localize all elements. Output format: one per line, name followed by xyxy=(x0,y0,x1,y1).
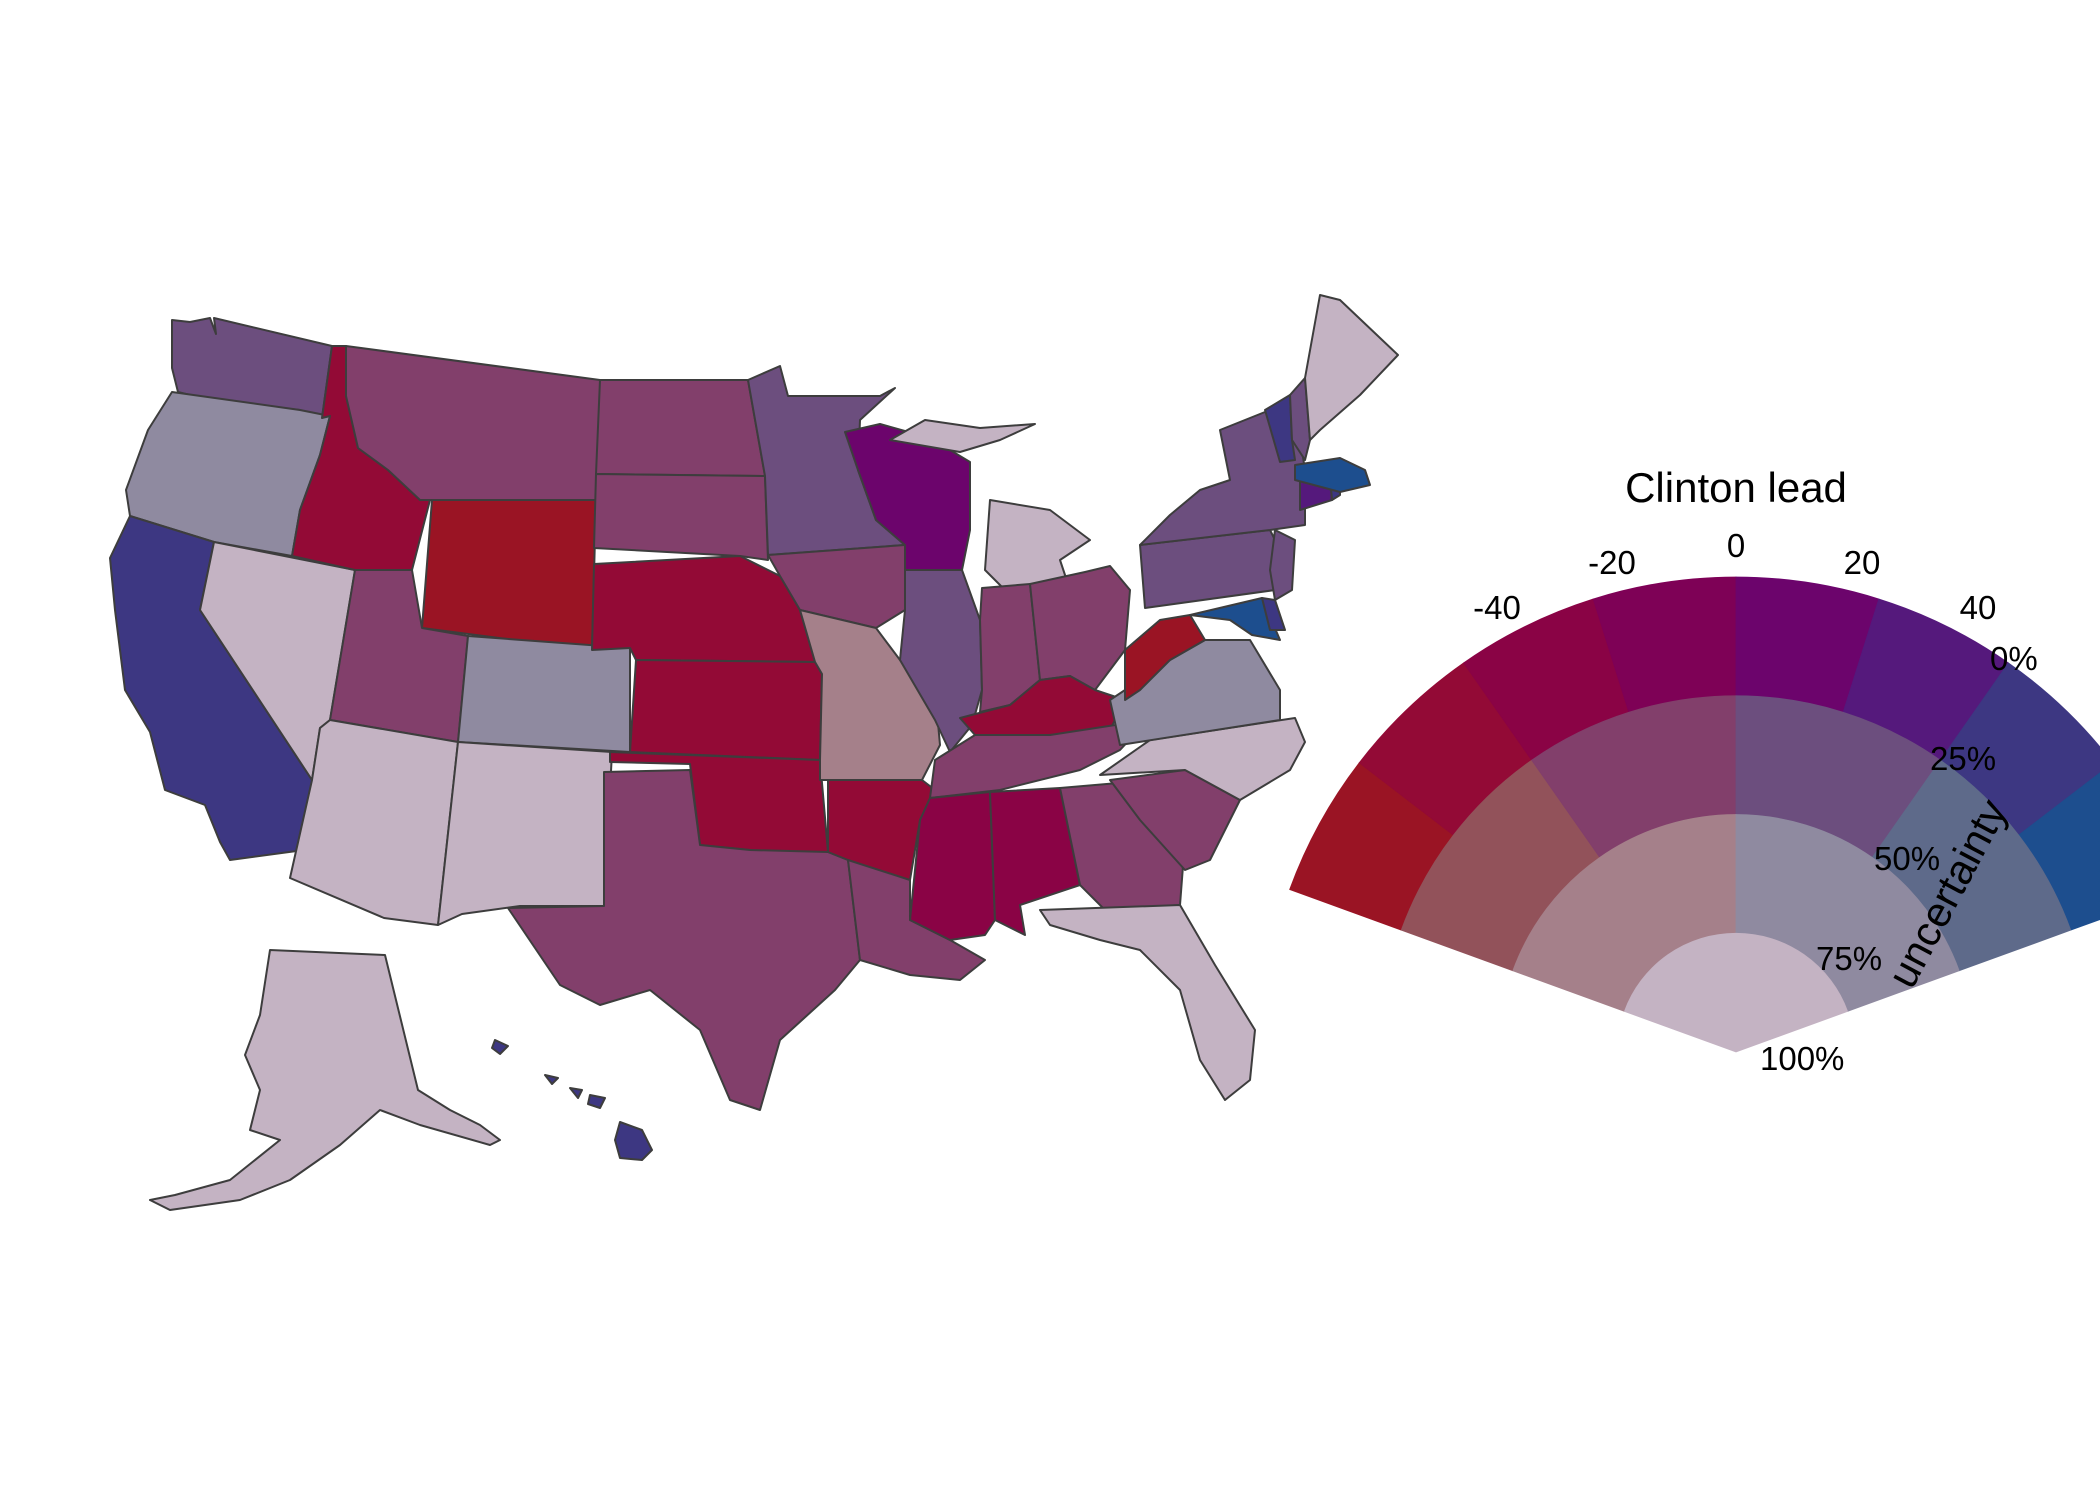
legend-cells xyxy=(1289,576,2100,1053)
state-nd xyxy=(595,379,766,477)
state-la xyxy=(847,859,986,981)
state-nj xyxy=(1269,529,1296,601)
uncertainty-tick-label: 100% xyxy=(1760,1040,1844,1077)
state-mi xyxy=(889,419,1091,596)
uncertainty-tick-label: 25% xyxy=(1930,740,1996,777)
lead-tick-label: 0 xyxy=(1727,527,1745,564)
state-wy xyxy=(421,499,597,651)
state-co xyxy=(457,635,631,753)
state-oh xyxy=(1029,565,1131,691)
uncertainty-tick-label: 75% xyxy=(1816,940,1882,977)
lead-tick-label: 40 xyxy=(1960,589,1997,626)
state-ms xyxy=(909,791,996,941)
lead-tick-label: -40 xyxy=(1473,589,1521,626)
state-fl xyxy=(1039,904,1256,1101)
state-wv xyxy=(1124,614,1206,701)
state-nh xyxy=(1289,377,1311,461)
state-tx xyxy=(507,769,861,1111)
uncertainty-tick-label: 50% xyxy=(1874,840,1940,877)
lead-tick-label: 20 xyxy=(1844,544,1881,581)
legend-title: Clinton lead xyxy=(1625,464,1847,511)
lead-tick-label: -20 xyxy=(1588,544,1636,581)
us-states-map xyxy=(109,294,1399,1211)
state-ma xyxy=(1294,457,1371,493)
state-vt xyxy=(1264,394,1296,463)
vsup-legend: Clinton lead -40 -20 0 20 40 0% 25% 50% … xyxy=(1289,464,2100,1077)
state-hi xyxy=(491,1039,653,1161)
state-nm xyxy=(437,741,613,926)
state-ks xyxy=(629,659,823,761)
state-sd xyxy=(593,473,769,561)
uncertainty-tick-label: 0% xyxy=(1990,640,2038,677)
state-md xyxy=(1189,597,1281,641)
state-il xyxy=(899,569,983,753)
legend-cell xyxy=(1623,932,1849,1053)
state-de xyxy=(1261,597,1286,631)
state-me xyxy=(1304,294,1399,441)
state-ak xyxy=(149,949,501,1211)
